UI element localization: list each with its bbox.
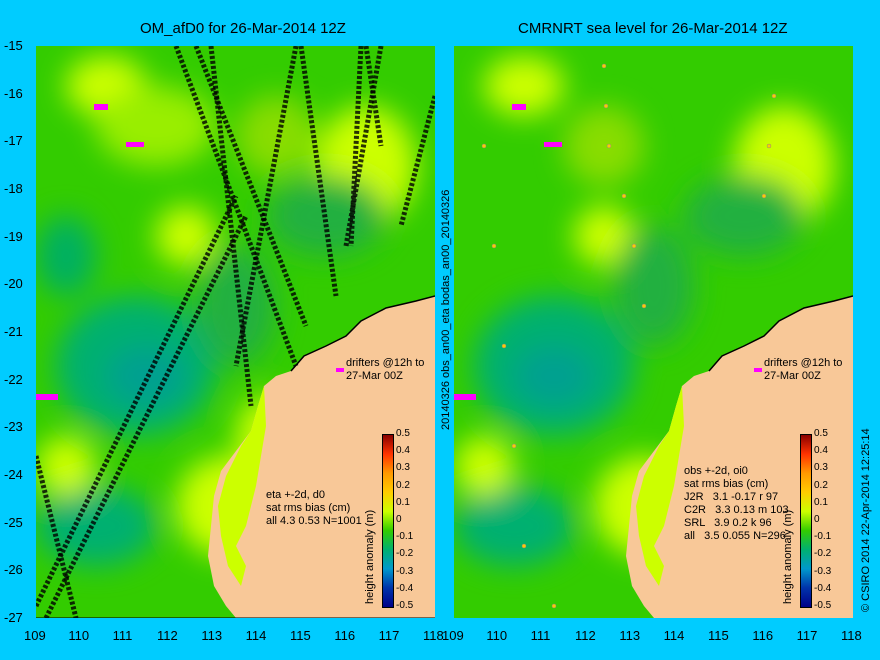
y-tick-label: -21 (4, 324, 23, 339)
y-tick-label: -26 (4, 562, 23, 578)
legend-line: C2R 3.3 0.13 m 103 (684, 504, 789, 516)
colorbar-tick-label: 0.1 (814, 496, 828, 508)
colorbar-tick-label: 0.4 (396, 445, 410, 457)
legend-line: eta +-2d, d0 (266, 489, 326, 501)
colorbar-tick-label: -0.5 (396, 600, 414, 611)
legend-line: all 4.3 0.53 N=1001 (266, 515, 362, 527)
x-tick-label: 113 (619, 628, 641, 643)
colorbar-tick-label: -0.4 (396, 582, 414, 594)
x-tick-label: 112 (575, 628, 596, 643)
x-tick-label: 109 (24, 628, 46, 643)
y-tick-label: -20 (4, 276, 23, 292)
legend-line: J2R 3.1 -0.17 r 97 (684, 491, 779, 503)
legend-line: 27-Mar 00Z (764, 370, 821, 382)
legend-line: all 3.5 0.055 N=296 (684, 530, 786, 542)
y-tick-label: -15 (4, 38, 23, 53)
right-drifters-label: drifters @12h to 27-Mar 00Z (764, 357, 842, 383)
legend-line: drifters @12h to (764, 357, 843, 369)
legend-line: 27-Mar 00Z (346, 370, 403, 382)
x-tick-label: 116 (334, 628, 356, 643)
y-tick-label: -23 (4, 419, 23, 435)
legend-line: sat rms bias (cm) (684, 478, 769, 490)
observation-dots (481, 63, 777, 609)
colorbar-gradient (800, 434, 812, 608)
colorbar-tick-label: 0 (396, 514, 402, 525)
colorbar-tick-label: 0.3 (814, 462, 828, 474)
x-tick-label: 110 (68, 628, 90, 643)
y-tick-label: -18 (4, 181, 23, 196)
colorbar-tick-label: 0.2 (814, 479, 828, 491)
colorbar-tick-label: -0.3 (396, 565, 414, 577)
x-tick-label: 113 (201, 628, 223, 643)
shelf-region (636, 386, 684, 586)
colorbar-tick-label: 0.5 (396, 428, 410, 439)
colorbar-gradient (382, 434, 394, 608)
middle-vertical-label: 20140326 obs_an00_eta bodas_an00_2014032… (440, 189, 452, 430)
legend-line: obs +-2d, oi0 (684, 465, 748, 477)
legend-line: sat rms bias (cm) (266, 502, 351, 514)
altimeter-tracks (36, 46, 435, 618)
x-tick-label: 115 (708, 628, 729, 643)
legend-line: SRL 3.9 0.2 k 96 (684, 517, 772, 529)
y-tick-label: -25 (4, 514, 23, 530)
x-tick-label: 109 (442, 628, 464, 643)
drifter-tracks (454, 104, 762, 400)
coastline (290, 295, 435, 372)
y-tick-label: -17 (4, 133, 23, 149)
legend-line: drifters @12h to (346, 357, 425, 369)
x-tick-label: 110 (486, 628, 508, 643)
colorbar-tick-label: 0.5 (814, 428, 828, 439)
right-map-panel (454, 46, 853, 618)
y-tick-label: -24 (4, 467, 23, 482)
x-tick-label: 111 (530, 628, 551, 643)
left-panel-title: OM_afD0 for 26-Mar-2014 12Z (140, 20, 346, 37)
drifter-tracks (36, 104, 344, 400)
x-tick-label: 116 (752, 628, 774, 643)
x-tick-label: 114 (245, 628, 267, 643)
right-map-svg (454, 46, 853, 618)
x-tick-label: 112 (157, 628, 178, 643)
copyright-label: © CSIRO 2014 22-Apr-2014 12:25:14 (860, 428, 872, 612)
colorbar-tick-label: -0.1 (396, 531, 414, 543)
colorbar-tick-label: -0.2 (396, 548, 414, 560)
x-tick-label: 111 (112, 628, 133, 643)
left-map-panel (36, 46, 435, 618)
right-legend-text: obs +-2d, oi0 sat rms bias (cm) J2R 3.1 -0… (684, 465, 789, 543)
x-tick-label: 118 (423, 628, 444, 643)
left-map-svg (36, 46, 435, 618)
right-panel-title: CMRNRT sea level for 26-Mar-2014 12Z (518, 20, 788, 37)
colorbar-tick-label: -0.1 (814, 531, 832, 543)
colorbar-tick-label: 0.3 (396, 462, 410, 474)
colorbar-tick-label: 0 (814, 514, 820, 525)
land-mass (626, 296, 853, 618)
colorbar-tick-label: -0.3 (814, 565, 832, 577)
left-drifters-label: drifters @12h to 27-Mar 00Z (346, 357, 424, 383)
x-tick-label: 117 (378, 628, 400, 643)
colorbar-tick-label: 0.2 (396, 479, 410, 491)
colorbar-tick-label: 0.4 (814, 445, 828, 457)
colorbar-tick-label: -0.2 (814, 548, 832, 560)
x-tick-label: 115 (290, 628, 311, 643)
x-tick-label: 117 (796, 628, 818, 643)
colorbar-tick-label: 0.1 (396, 496, 410, 508)
x-tick-label: 114 (663, 628, 685, 643)
shelf-region (218, 386, 266, 586)
x-tick-label: 118 (841, 628, 862, 643)
colorbar-tick-label: -0.5 (814, 600, 832, 611)
colorbar-label: height anomaly (m) (782, 509, 794, 604)
land-mass (208, 296, 435, 618)
coastline (708, 295, 853, 372)
y-tick-label: -16 (4, 85, 23, 101)
anomaly-field (454, 56, 834, 566)
colorbar-label: height anomaly (m) (364, 509, 376, 604)
colorbar-tick-label: -0.4 (814, 582, 832, 594)
y-tick-label: -19 (4, 228, 23, 244)
left-legend-text: eta +-2d, d0 sat rms bias (cm) all 4.3 0.5… (266, 489, 362, 528)
y-tick-label: -22 (4, 371, 23, 387)
y-tick-label: -27 (4, 610, 23, 625)
